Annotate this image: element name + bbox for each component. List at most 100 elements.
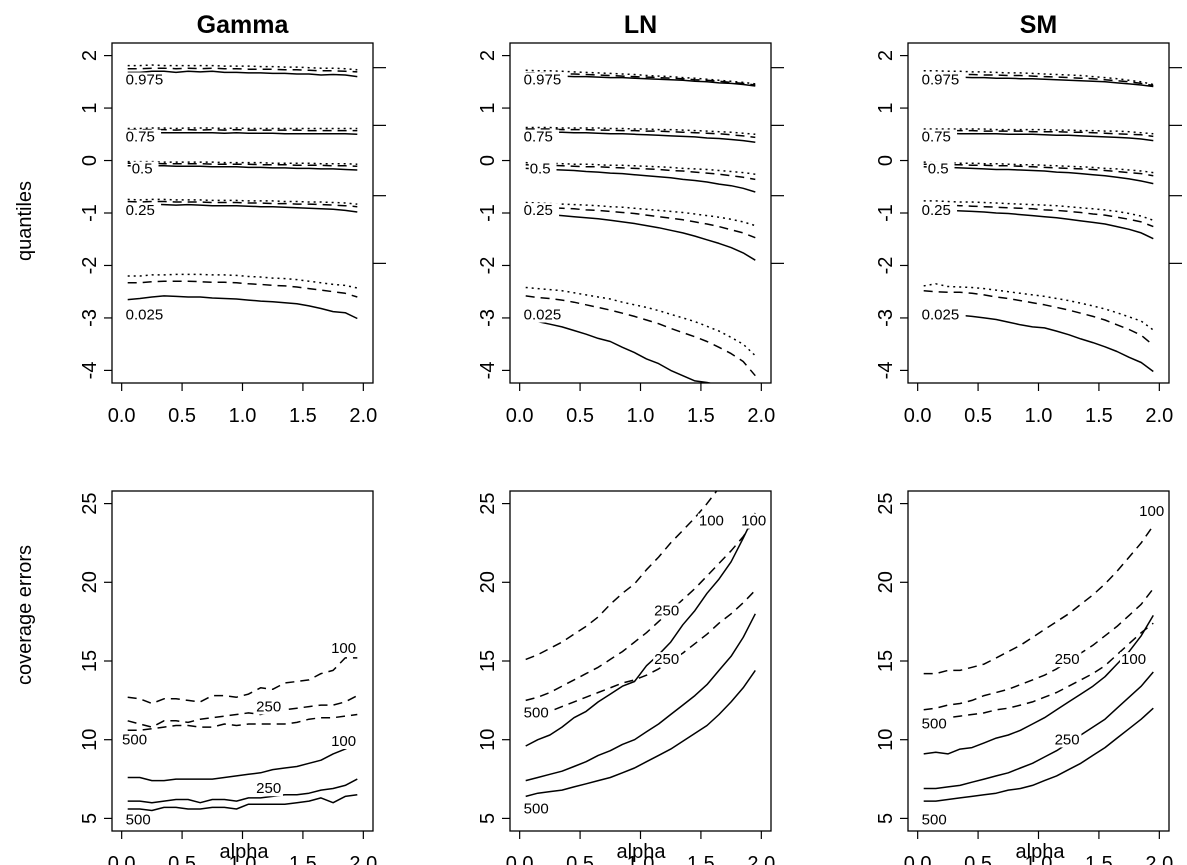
panel3-series-0.025-dotted xyxy=(923,283,1154,331)
panel3-series-0.25-solid xyxy=(923,208,1154,240)
panel1-series-0.975-dotted xyxy=(127,64,358,71)
panel5-x-tick-label: 0.5 xyxy=(566,853,594,865)
panel1-series-0.975-dashed xyxy=(127,67,358,73)
panel2-series-0.5-dotted xyxy=(525,161,756,175)
panel1-series-0.5-solid xyxy=(127,165,358,171)
panel5-series-500-dashed xyxy=(525,589,756,719)
ylabel-coverage-errors: coverage errors xyxy=(14,545,36,685)
panel2-x-tick-label: 1.5 xyxy=(687,405,715,427)
panel-gamma-coverage: 0.0 0.5 1.0 1.5 2.0 5 10 15 20 25 100 250 500 100 250 5… xyxy=(79,490,377,865)
panel5-frame xyxy=(509,490,772,832)
panel-ln-quantiles: LN 0.0 0.5 1.0 1.5 2.0 -4 -3 -2 -1 0 1 2 0.975 0.75 0.5… xyxy=(477,11,784,427)
panel3-y-tick-label: -1 xyxy=(875,204,897,222)
panel5-label-bg xyxy=(522,705,551,721)
panel6-y-tick-label: 20 xyxy=(875,571,897,593)
panel1-curve-label: 0.75 xyxy=(126,129,155,146)
panel4-label-bg xyxy=(330,734,358,749)
panel1-label-bg xyxy=(130,161,159,177)
panel6-series-250-dashed xyxy=(923,588,1154,711)
panel4-curve-label: 500 xyxy=(126,812,151,829)
panel3-y-tick-label: -4 xyxy=(875,362,897,380)
panel6-curve-label: 100 xyxy=(1121,651,1146,668)
panel4-y-tick-label: 20 xyxy=(79,571,101,593)
panel6-x-tick-label: 1.0 xyxy=(1025,853,1053,865)
panel1-x-tick-label: 0.0 xyxy=(108,405,136,427)
panel6-x-tick-label: 1.5 xyxy=(1085,853,1113,865)
panel3-series-0.75-dashed xyxy=(923,129,1154,138)
panel5-y-tick-label: 25 xyxy=(477,492,499,514)
panel3-y-tick-label: 1 xyxy=(875,102,897,113)
panel4-label-bg xyxy=(330,641,358,657)
panel5-curve-label: 500 xyxy=(524,705,549,722)
panel5-x-tick-label: 1.0 xyxy=(627,853,655,865)
panel4-curve-label: 250 xyxy=(256,698,281,715)
panel3-series-0.5-dashed xyxy=(923,163,1154,177)
panel6-curve-label: 100 xyxy=(1139,503,1164,520)
panel4-label-bg xyxy=(255,781,283,797)
panel3-label-bg xyxy=(920,307,966,323)
panel4-curve-label: 500 xyxy=(122,731,147,748)
panel1-series-0.25-dashed xyxy=(127,200,358,208)
panel6-curve-label: 500 xyxy=(922,812,947,829)
panel3-curve-label: 0.5 xyxy=(928,161,949,178)
panel4-series-500-solid xyxy=(127,794,358,812)
panel1-series-0.25-dotted xyxy=(127,198,358,205)
panel3-curve-label: 0.25 xyxy=(922,202,951,219)
panel4-curve-label: 250 xyxy=(256,780,281,797)
panel3-x-tick-label: 0.5 xyxy=(964,405,992,427)
panel2-x-tick-label: 0.5 xyxy=(566,405,594,427)
panel3-series-0.5-dotted xyxy=(923,161,1154,174)
panel4-x-tick-label: 1.0 xyxy=(229,853,257,865)
panel6-x-tick-label: 2.0 xyxy=(1145,853,1173,865)
panel1-x-tick-label: 1.5 xyxy=(289,405,317,427)
panel2-curve-label: 0.975 xyxy=(524,71,562,88)
xlabel-alpha-sm: alpha xyxy=(1016,841,1066,863)
panel2-label-bg xyxy=(528,161,557,177)
panel1-series-0.025-dashed xyxy=(127,280,358,298)
panel1-series-0.5-dashed xyxy=(127,162,358,168)
panel5-label-bg xyxy=(740,513,768,529)
panel6-y-tick-label: 25 xyxy=(875,492,897,514)
panel3-y-tick-label: -2 xyxy=(875,257,897,275)
panel1-x-tick-label: 1.0 xyxy=(229,405,257,427)
panel2-series-0.25-dotted xyxy=(525,201,756,227)
panel6-y-tick-label: 5 xyxy=(875,813,897,824)
panel1-curve-label: 0.025 xyxy=(126,307,164,324)
panel1-series-0.25-solid xyxy=(127,203,358,213)
panel3-series-0.025-dashed xyxy=(923,289,1154,346)
panel3-series-0.25-dashed xyxy=(923,203,1154,228)
panel6-curve-label: 250 xyxy=(1055,651,1080,668)
panel6-x-tick-label: 0.0 xyxy=(904,853,932,865)
panel1-series-0.5-dotted xyxy=(127,160,358,165)
panel2-label-bg xyxy=(522,129,560,145)
panel4-series-500-dashed xyxy=(127,713,358,732)
panel1-y-tick-label: -2 xyxy=(79,257,101,275)
panel5-x-tick-label: 0.0 xyxy=(506,853,534,865)
panel2-y-tick-label: 0 xyxy=(477,155,499,166)
panel5-series-100-dashed xyxy=(525,491,718,661)
panel5-y-tick-label: 5 xyxy=(477,813,499,824)
panel5-series-500-solid xyxy=(525,669,756,798)
panel4-curve-label: 100 xyxy=(331,733,356,750)
panel3-x-tick-label: 1.5 xyxy=(1085,405,1113,427)
panel3-label-bg xyxy=(920,203,958,219)
panel1-series-0.975-solid xyxy=(127,70,358,78)
xlabel-alpha-ln: alpha xyxy=(617,841,667,863)
panel3-series-0.25-dotted xyxy=(923,200,1154,222)
panel-title-ln: LN xyxy=(624,11,657,39)
panel5-curve-label: 500 xyxy=(524,801,549,818)
panel2-curve-label: 0.25 xyxy=(524,202,553,219)
panel6-series-500-solid xyxy=(923,707,1154,802)
panel3-label-bg xyxy=(926,161,955,177)
panel5-curve-label: 100 xyxy=(699,513,724,530)
panel4-y-tick-label: 15 xyxy=(79,650,101,672)
panel6-series-100-dashed xyxy=(923,525,1154,675)
panel1-curve-label: 0.25 xyxy=(126,202,155,219)
panel-ln-coverage: 0.0 0.5 1.0 1.5 2.0 5 10 15 20 25 100 100 250 250 500 5… xyxy=(477,490,775,865)
panel2-y-tick-label: -2 xyxy=(477,257,499,275)
panel3-y-tick-label: 0 xyxy=(875,155,897,166)
panel2-label-bg xyxy=(522,203,560,219)
panel5-label-bg xyxy=(653,603,681,619)
panel2-x-tick-label: 2.0 xyxy=(747,405,775,427)
